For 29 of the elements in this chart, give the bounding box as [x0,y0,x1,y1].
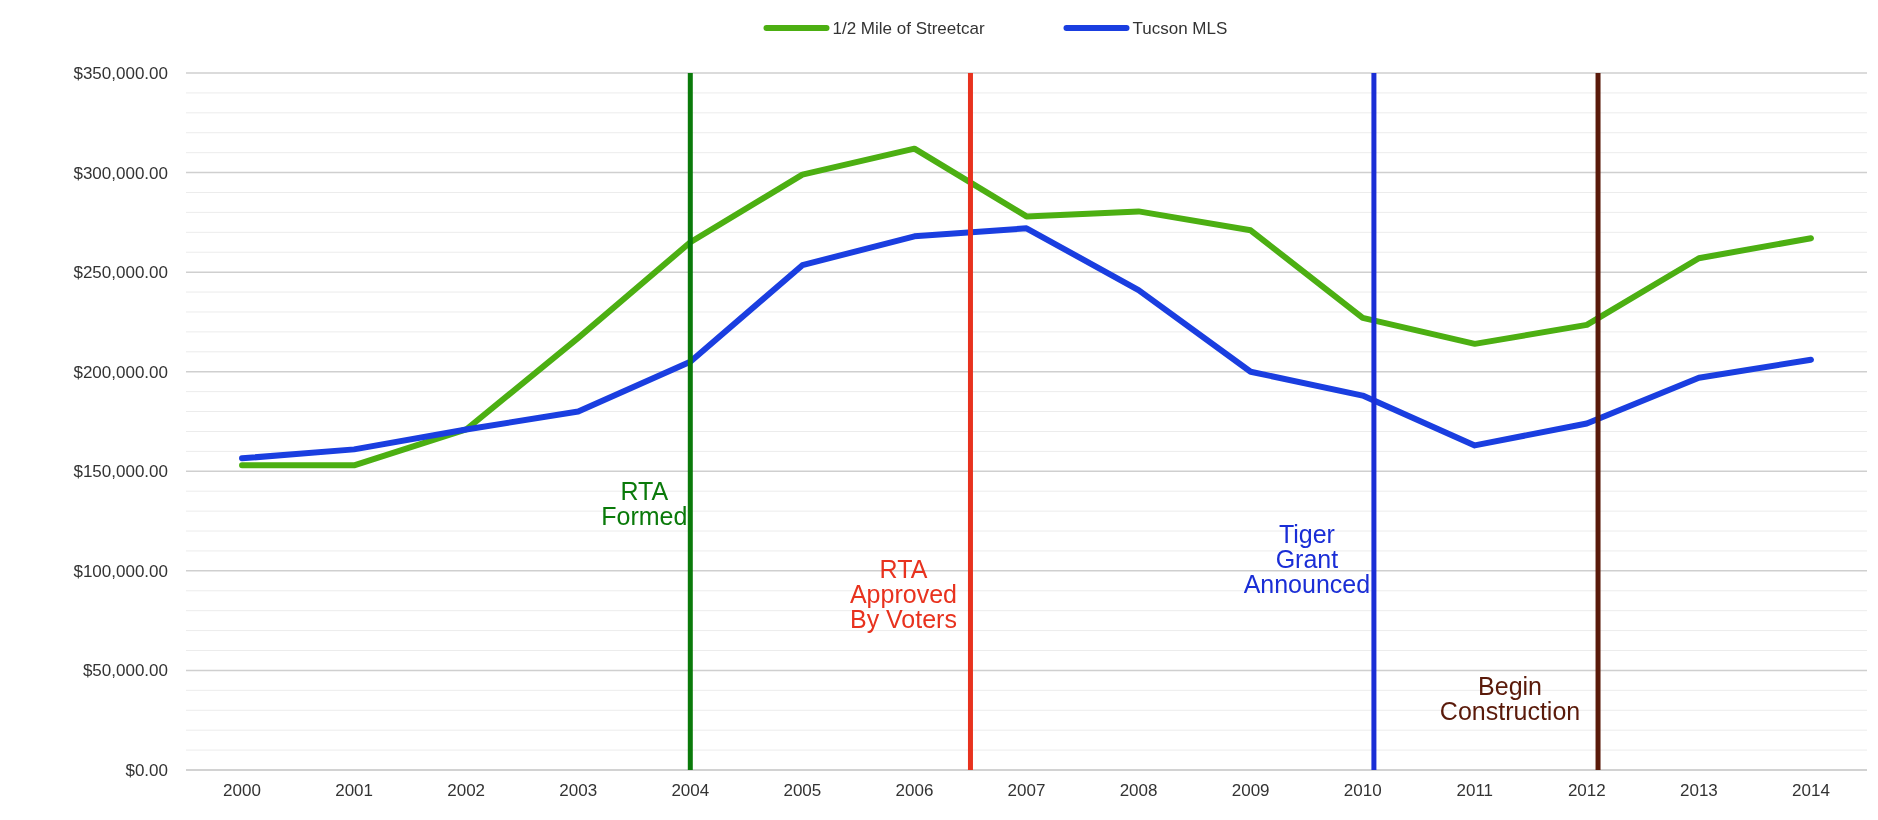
legend-label: 1/2 Mile of Streetcar [832,18,985,38]
legend-label: Tucson MLS [1132,18,1228,38]
x-tick-label: 2009 [1231,781,1270,800]
ref-line-label: RTA Formed [601,477,688,531]
y-tick-label: $50,000.00 [82,661,168,681]
y-tick-label: $150,000.00 [73,462,168,482]
y-tick-label: $0.00 [125,760,168,780]
x-tick-label: 2012 [1567,781,1606,800]
y-tick-label: $300,000.00 [73,163,168,183]
x-tick-label: 2008 [1119,781,1158,800]
x-tick-label: 2011 [1456,781,1494,800]
x-tick-label: 2013 [1679,781,1718,800]
x-tick-label: 2004 [671,781,710,800]
x-tick-label: 2002 [447,781,486,800]
x-tick-label: 2006 [895,781,934,800]
x-tick-label: 2014 [1792,781,1830,800]
x-tick-label: 2007 [1007,781,1046,800]
ref-line-label: Begin Construction [1439,672,1581,726]
x-tick-label: 2003 [559,781,598,800]
ref-line-label: Tiger Grant Announced [1243,520,1371,599]
y-tick-label: $100,000.00 [73,561,168,581]
x-tick-label: 2010 [1343,781,1382,800]
y-tick-label: $350,000.00 [73,63,168,83]
ref-line-label: RTA Approved By Voters [849,555,957,634]
x-tick-label: 2005 [783,781,822,800]
x-tick-label: 2000 [223,781,261,800]
y-tick-label: $250,000.00 [73,263,168,283]
x-tick-label: 2001 [335,781,374,800]
y-tick-label: $200,000.00 [73,362,168,382]
